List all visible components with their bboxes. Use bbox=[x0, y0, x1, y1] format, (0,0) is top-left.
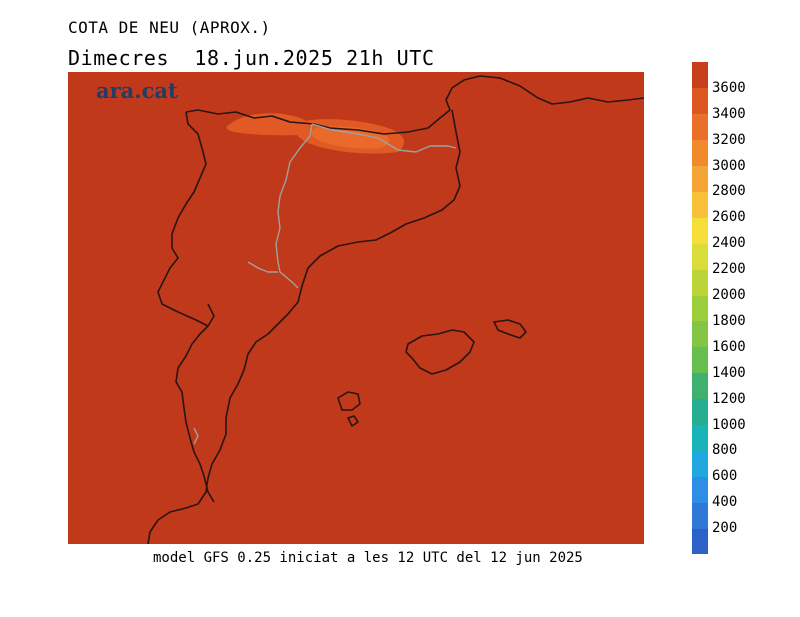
legend-label: 2400 bbox=[712, 235, 746, 252]
valencia-inner-border bbox=[247, 261, 278, 273]
legend-label: 1800 bbox=[712, 312, 746, 329]
majorca-island bbox=[405, 329, 475, 375]
legend-label: 2600 bbox=[712, 209, 746, 226]
legend-swatch bbox=[692, 165, 708, 192]
ara-cat-logo: ara.cat bbox=[96, 78, 178, 103]
legend-label: 600 bbox=[712, 468, 738, 485]
ibiza-island bbox=[337, 391, 361, 411]
catalonia-inner-border bbox=[275, 123, 313, 289]
legend-label: 1000 bbox=[712, 416, 746, 433]
south-inner-border bbox=[193, 427, 199, 445]
legend-swatch bbox=[692, 269, 708, 296]
north-coast-line bbox=[185, 75, 644, 135]
legend-label: 3400 bbox=[712, 105, 746, 122]
legend-label: 1200 bbox=[712, 390, 746, 407]
map-date-subtitle: Dimecres 18.jun.2025 21h UTC bbox=[68, 46, 435, 70]
legend-label: 3600 bbox=[712, 79, 746, 96]
legend-swatch bbox=[692, 217, 708, 244]
legend-swatch bbox=[692, 424, 708, 451]
map-title: COTA DE NEU (APROX.) bbox=[68, 18, 271, 37]
color-scale-legend bbox=[692, 62, 708, 555]
legend-label: 1600 bbox=[712, 338, 746, 355]
legend-label: 400 bbox=[712, 494, 738, 511]
legend-swatch bbox=[692, 528, 708, 555]
inland-border-line bbox=[157, 111, 215, 327]
legend-swatch bbox=[692, 113, 708, 141]
legend-swatch bbox=[692, 87, 708, 115]
legend-swatch bbox=[692, 346, 708, 374]
pyrenees-border bbox=[311, 123, 457, 153]
legend-label: 200 bbox=[712, 520, 738, 537]
legend-swatch bbox=[692, 191, 708, 218]
legend-label: 2000 bbox=[712, 287, 746, 304]
legend-swatch bbox=[692, 295, 708, 322]
legend-swatch bbox=[692, 450, 708, 477]
legend-swatch bbox=[692, 320, 708, 348]
legend-label: 1400 bbox=[712, 364, 746, 381]
catalan-coast-line bbox=[147, 109, 461, 544]
legend-label: 800 bbox=[712, 442, 738, 459]
formentera-island bbox=[347, 415, 359, 427]
legend-label: 2200 bbox=[712, 261, 746, 278]
legend-swatch bbox=[692, 372, 708, 400]
minorca-island bbox=[493, 319, 527, 339]
legend-swatch bbox=[692, 398, 708, 426]
legend-label: 3200 bbox=[712, 131, 746, 148]
snow-level-contour-pyrenees-west bbox=[226, 113, 317, 136]
legend-label: 3000 bbox=[712, 157, 746, 174]
snow-level-map bbox=[68, 72, 644, 544]
legend-swatch bbox=[692, 139, 708, 167]
legend-swatch bbox=[692, 502, 708, 529]
legend-label: 2800 bbox=[712, 183, 746, 200]
legend-swatch bbox=[692, 476, 708, 503]
model-run-footer: model GFS 0.25 iniciat a les 12 UTC del … bbox=[153, 550, 583, 566]
legend-swatch bbox=[692, 243, 708, 270]
valencian-coast-line bbox=[175, 325, 215, 503]
legend-swatch bbox=[692, 62, 708, 89]
